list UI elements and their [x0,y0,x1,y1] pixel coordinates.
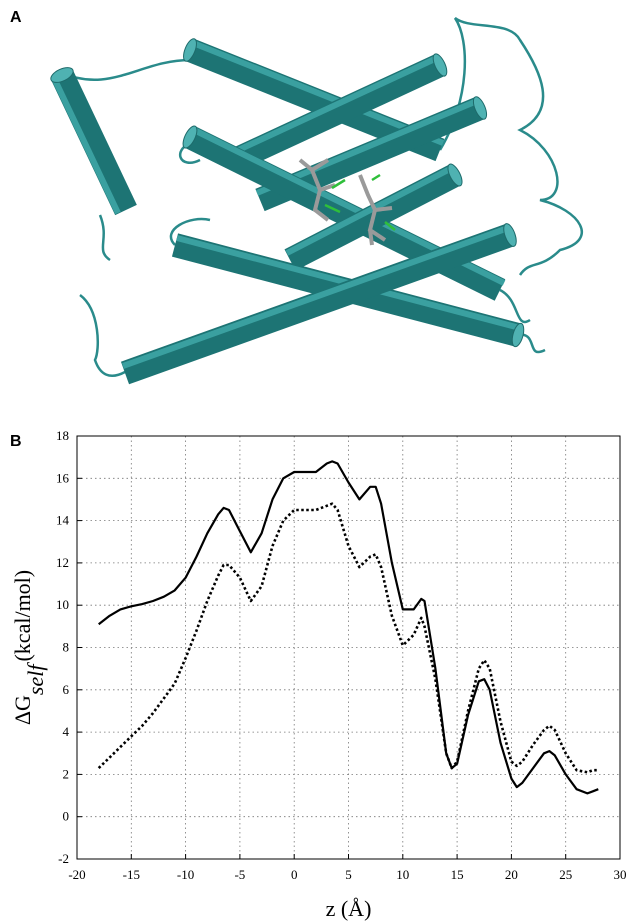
y-tick-label: 10 [56,597,69,612]
y-tick-label: 8 [63,640,70,655]
panel-label: A [10,9,22,26]
y-axis-label-part: ΔG [10,695,35,725]
x-tick-label: -20 [68,867,85,882]
data-line [99,461,599,793]
y-tick-label: 6 [63,682,70,697]
x-tick-label: 15 [451,867,464,882]
y-tick-label: -2 [58,851,69,866]
x-tick-label: 0 [291,867,298,882]
x-tick-label: 25 [559,867,572,882]
x-axis-label: z (Å) [326,896,372,921]
x-tick-label: 20 [505,867,518,882]
y-tick-label: 0 [63,809,70,824]
y-tick-label: 14 [56,513,70,528]
y-tick-label: 18 [56,428,69,443]
protein-structure [49,18,582,376]
panel-label: B [10,433,22,450]
x-tick-label: -10 [177,867,194,882]
y-axis-label: ΔGself(kcal/mol) [10,570,48,725]
figure: A B -20-15-10-5051015202530-202468101214… [0,0,632,924]
y-tick-label: 12 [56,555,69,570]
y-tick-label: 4 [63,724,70,739]
x-tick-label: -15 [123,867,140,882]
x-tick-label: 5 [345,867,352,882]
x-tick-label: -5 [234,867,245,882]
y-tick-label: 2 [63,766,70,781]
y-axis-label-part: (kcal/mol) [10,570,35,662]
x-tick-label: 30 [614,867,627,882]
y-tick-label: 16 [56,470,70,485]
y-axis-label-part: self [23,662,48,695]
x-tick-label: 10 [396,867,409,882]
